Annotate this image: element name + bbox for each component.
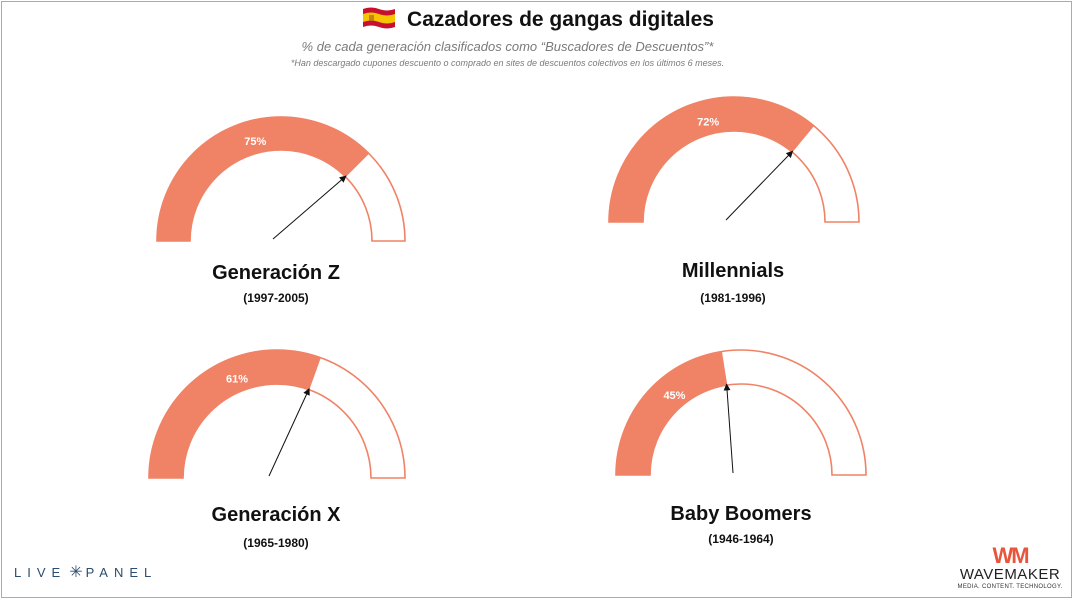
- gauge-name-gen-z: Generación Z: [212, 262, 340, 284]
- wavemaker-name: WAVEMAKER: [959, 566, 1061, 583]
- gauge-needle-baby-boomers: [723, 383, 734, 474]
- gauge-value-label-gen-z: 75%: [244, 136, 266, 148]
- gauge-years-baby-boomers: (1946-1964): [708, 532, 774, 546]
- livepanel-logo: LIVE ✳ PANEL: [14, 557, 184, 587]
- spain-flag-icon: [363, 7, 396, 29]
- livepanel-logo-left: LIVE: [14, 564, 67, 580]
- title-row: Cazadores de gangas digitales: [0, 7, 1075, 32]
- gauge-needle-gen-z: [272, 175, 347, 240]
- gauge-fill-gen-x: [148, 349, 321, 479]
- gauge-years-gen-x: (1965-1980): [243, 536, 309, 550]
- gauge-fill-baby-boomers: [615, 350, 728, 476]
- page-subtitle: % de cada generación clasificados como “…: [301, 39, 714, 54]
- gauge-name-gen-x: Generación X: [211, 504, 341, 526]
- gauge-name-baby-boomers: Baby Boomers: [670, 503, 812, 525]
- livepanel-logo-right: PANEL: [85, 564, 158, 580]
- gauge-value-label-baby-boomers: 45%: [663, 390, 685, 402]
- wavemaker-tagline: MEDIA. CONTENT. TECHNOLOGY.: [957, 584, 1063, 590]
- gauge-needle-gen-x: [268, 387, 310, 477]
- gauge-fill-millennials: [608, 96, 815, 223]
- gauge-needle-millennials: [725, 150, 794, 221]
- gauge-value-label-millennials: 72%: [697, 116, 719, 128]
- gauge-fill-gen-z: [156, 116, 370, 242]
- star-icon: ✳: [69, 564, 83, 581]
- wavemaker-logo: WM WAVEMAKER MEDIA. CONTENT. TECHNOLOGY.: [950, 545, 1070, 591]
- page-footnote: *Han descargado cupones descuento o comp…: [290, 58, 725, 68]
- gauge-years-millennials: (1981-1996): [700, 291, 766, 305]
- page-title: Cazadores de gangas digitales: [407, 8, 714, 31]
- wavemaker-mark: WM: [992, 543, 1029, 568]
- gauge-name-millennials: Millennials: [681, 260, 785, 282]
- gauge-years-gen-z: (1997-2005): [243, 291, 309, 305]
- gauge-value-label-gen-x: 61%: [226, 374, 248, 386]
